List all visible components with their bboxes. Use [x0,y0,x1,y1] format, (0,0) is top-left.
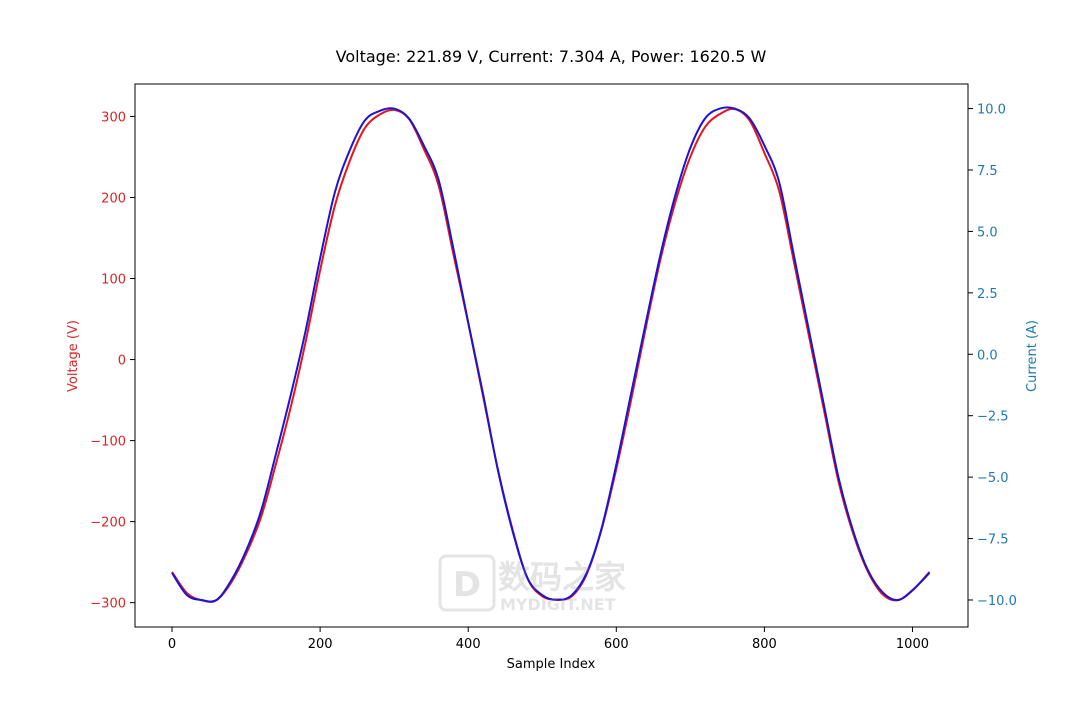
y-right-tick-label: 7.5 [977,164,998,179]
y-left-tick-label: −100 [90,435,126,450]
x-tick-label: 600 [604,637,629,652]
y-right-tick-label: −10.0 [977,594,1017,609]
series-layer [171,106,931,603]
x-axis-label: Sample Index [507,657,596,672]
x-tick-label: 1000 [896,637,929,652]
y-left-tick-label: 0 [118,354,126,369]
watermark: D 数码之家 MYDIGIT.NET [438,554,626,614]
x-tick-label: 800 [752,637,777,652]
watermark-text-cn: 数码之家 [498,558,626,596]
y-axis-right-label: Current (A) [1025,320,1040,392]
watermark-logo-icon [438,554,496,612]
y-right-tick-label: 0.0 [977,348,998,363]
y-right-tick-label: −2.5 [977,410,1009,425]
plot-area [135,84,968,627]
x-tick-label: 400 [456,637,481,652]
y-right-tick-label: 5.0 [977,225,998,240]
y-right-tick-label: −5.0 [977,471,1009,486]
y-axis-left-label: Voltage (V) [66,320,81,392]
x-axis: 0 200 400 600 800 1000 [168,627,929,652]
y-axis-left: −300 −200 −100 0 100 200 300 [90,110,135,612]
x-tick-label: 0 [168,637,176,652]
y-left-tick-label: −200 [90,516,126,531]
y-left-tick-label: 200 [101,191,126,206]
y-left-tick-label: 100 [101,273,126,288]
y-axis-right: −10.0 −7.5 −5.0 −2.5 0.0 2.5 5.0 7.5 10.0 [968,103,1017,609]
watermark-logo-letter: D [453,565,481,605]
x-tick-label: 200 [308,637,333,652]
y-left-tick-label: −300 [90,597,126,612]
y-right-tick-label: −7.5 [977,533,1009,548]
plot-frame [134,83,969,628]
chart-title: Voltage: 221.89 V, Current: 7.304 A, Pow… [336,47,767,66]
current-series-line [171,106,931,603]
y-left-tick-label: 300 [101,110,126,125]
y-right-tick-label: 2.5 [977,287,998,302]
y-right-tick-label: 10.0 [977,103,1006,118]
watermark-text-en: MYDIGIT.NET [500,595,616,614]
